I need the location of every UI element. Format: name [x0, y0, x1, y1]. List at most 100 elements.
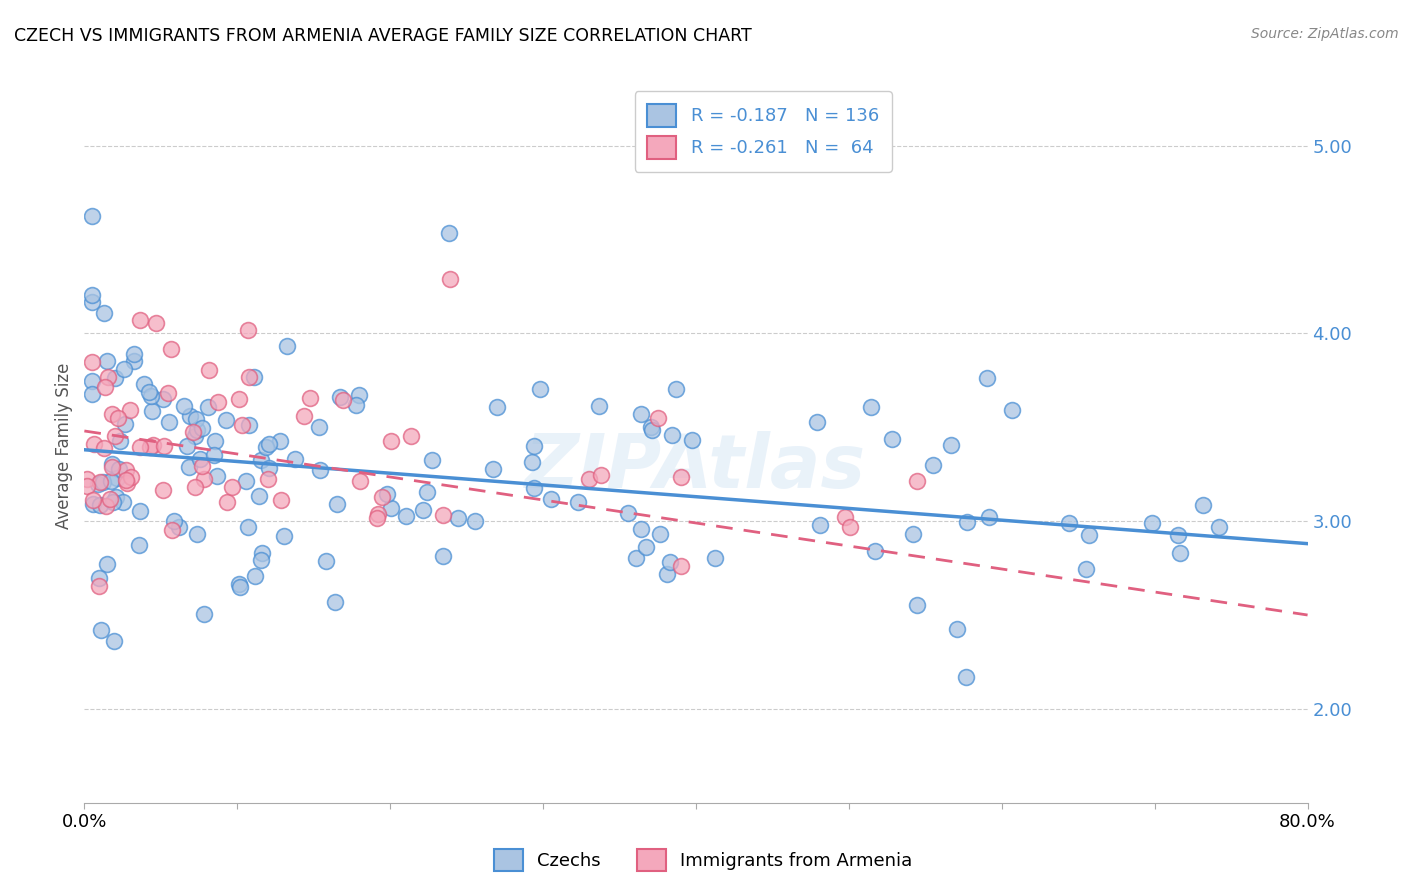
- Point: [108, 462, 131, 476]
- Point: [1076, 562, 1098, 576]
- Point: [163, 514, 186, 528]
- Point: [184, 429, 207, 443]
- Point: [437, 226, 460, 240]
- Point: [157, 386, 180, 401]
- Point: [956, 515, 979, 529]
- Point: [160, 342, 183, 356]
- Point: [87, 579, 110, 593]
- Point: [1168, 546, 1191, 560]
- Point: [589, 467, 612, 482]
- Point: [439, 271, 461, 285]
- Point: [257, 472, 280, 486]
- Text: ZIPAtlas: ZIPAtlas: [526, 431, 866, 504]
- Legend: Czechs, Immigrants from Armenia: Czechs, Immigrants from Armenia: [486, 842, 920, 879]
- Point: [624, 550, 647, 565]
- Point: [93, 475, 115, 489]
- Point: [82, 497, 104, 511]
- Point: [129, 313, 152, 327]
- Point: [412, 503, 434, 517]
- Point: [197, 401, 219, 415]
- Point: [366, 511, 388, 525]
- Point: [939, 438, 962, 452]
- Point: [922, 458, 945, 472]
- Point: [217, 495, 239, 509]
- Point: [160, 523, 183, 537]
- Point: [325, 497, 347, 511]
- Point: [523, 481, 546, 495]
- Point: [193, 471, 215, 485]
- Point: [349, 474, 371, 488]
- Point: [176, 440, 198, 454]
- Point: [979, 509, 1001, 524]
- Point: [276, 339, 298, 353]
- Point: [647, 410, 669, 425]
- Point: [105, 490, 128, 504]
- Point: [380, 434, 402, 449]
- Point: [250, 552, 273, 566]
- Point: [243, 569, 266, 583]
- Point: [202, 449, 225, 463]
- Point: [93, 306, 115, 320]
- Point: [238, 323, 260, 337]
- Point: [141, 404, 163, 418]
- Point: [167, 520, 190, 534]
- Point: [344, 399, 367, 413]
- Point: [375, 487, 398, 501]
- Point: [186, 527, 208, 541]
- Point: [630, 408, 652, 422]
- Point: [859, 400, 882, 414]
- Point: [650, 527, 672, 541]
- Point: [228, 577, 250, 591]
- Point: [138, 384, 160, 399]
- Point: [115, 463, 138, 477]
- Point: [238, 417, 260, 432]
- Point: [315, 553, 337, 567]
- Point: [394, 508, 416, 523]
- Point: [110, 434, 132, 448]
- Text: Source: ZipAtlas.com: Source: ZipAtlas.com: [1251, 27, 1399, 41]
- Point: [152, 392, 174, 406]
- Point: [89, 498, 111, 512]
- Point: [540, 491, 562, 506]
- Point: [101, 407, 124, 421]
- Point: [946, 622, 969, 636]
- Point: [669, 558, 692, 573]
- Point: [215, 413, 238, 427]
- Point: [298, 391, 321, 405]
- Point: [1140, 516, 1163, 531]
- Point: [96, 499, 118, 513]
- Point: [273, 529, 295, 543]
- Point: [139, 388, 162, 402]
- Point: [235, 474, 257, 488]
- Point: [1000, 403, 1022, 417]
- Point: [659, 555, 682, 569]
- Point: [522, 455, 544, 469]
- Point: [1208, 520, 1230, 534]
- Point: [416, 485, 439, 500]
- Point: [205, 469, 228, 483]
- Y-axis label: Average Family Size: Average Family Size: [55, 363, 73, 529]
- Point: [80, 294, 103, 309]
- Point: [179, 460, 201, 475]
- Point: [82, 493, 104, 508]
- Point: [157, 415, 180, 429]
- Point: [486, 401, 509, 415]
- Point: [367, 507, 389, 521]
- Point: [107, 410, 129, 425]
- Point: [80, 288, 103, 302]
- Point: [236, 520, 259, 534]
- Point: [173, 400, 195, 414]
- Point: [703, 551, 725, 566]
- Point: [86, 477, 108, 491]
- Point: [221, 480, 243, 494]
- Point: [103, 634, 125, 648]
- Point: [432, 508, 454, 522]
- Point: [905, 598, 928, 612]
- Point: [332, 393, 354, 408]
- Point: [231, 418, 253, 433]
- Point: [112, 362, 135, 376]
- Point: [80, 355, 103, 369]
- Point: [270, 492, 292, 507]
- Point: [90, 623, 112, 637]
- Point: [640, 420, 662, 434]
